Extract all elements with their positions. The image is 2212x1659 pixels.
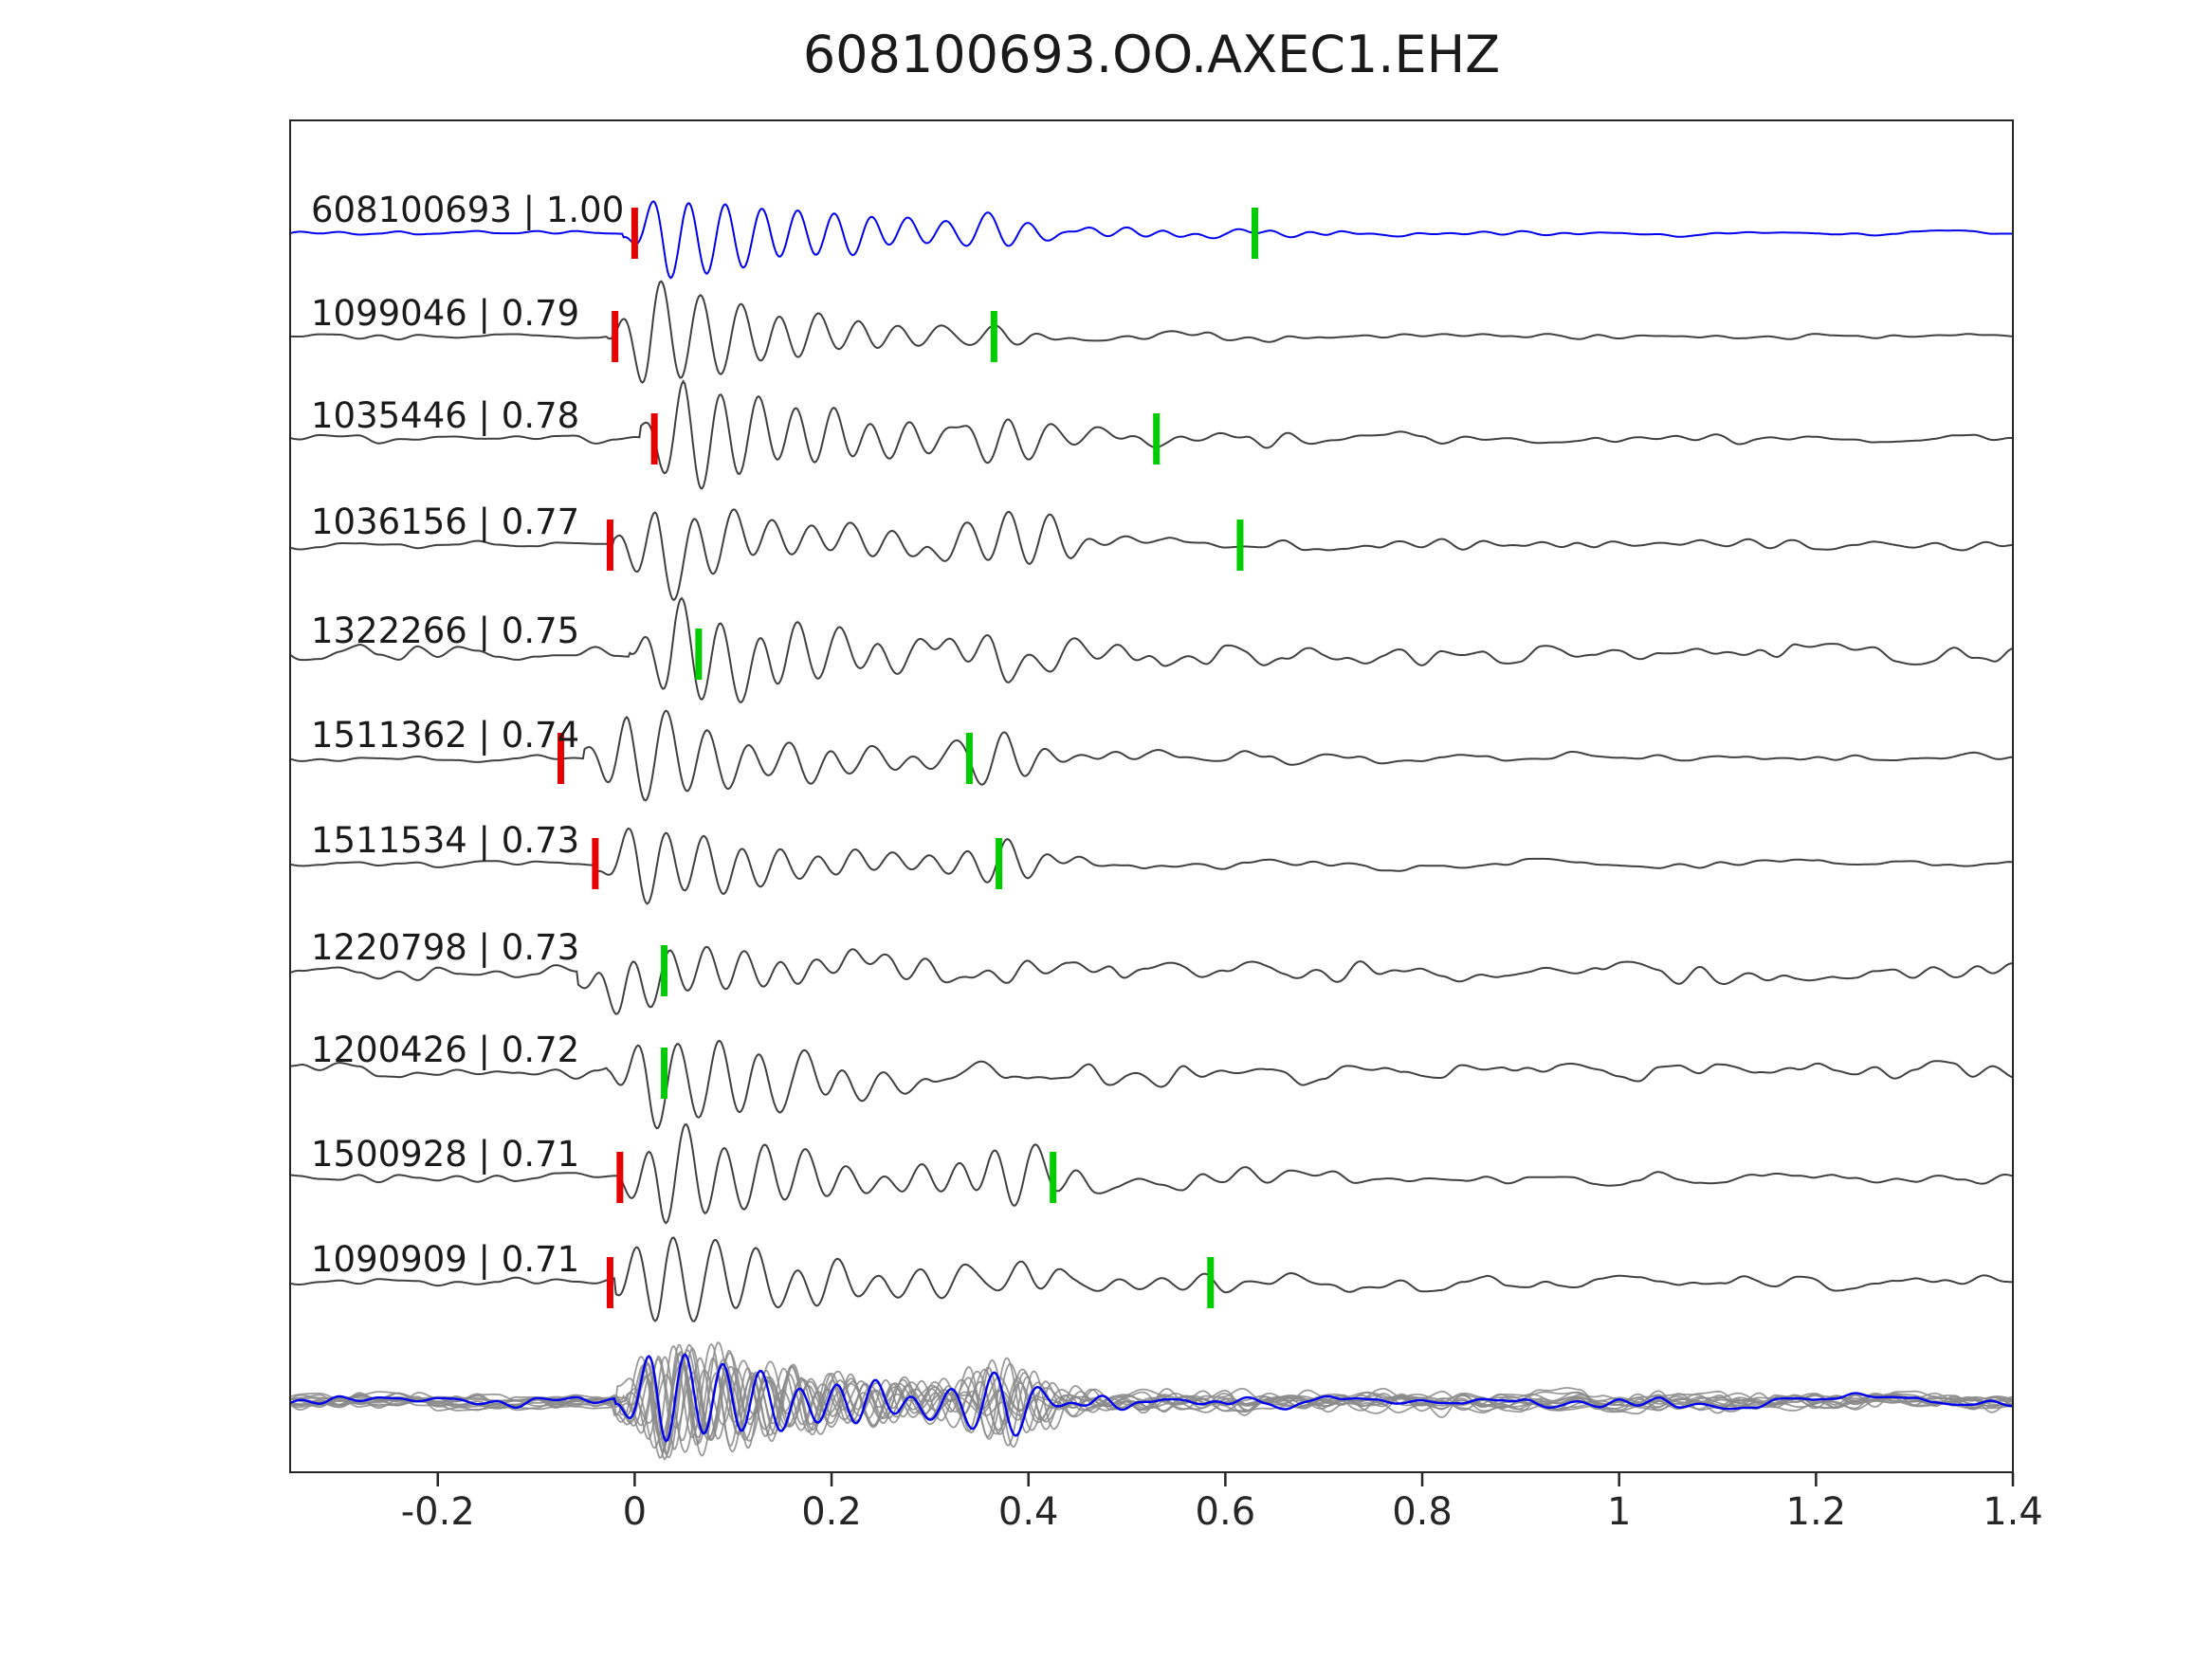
x-tick-label: 0.8 [1392, 1490, 1453, 1534]
trace-label: 1322266 | 0.75 [311, 611, 579, 651]
x-tick-label: 1.2 [1786, 1490, 1847, 1534]
x-tick-label: 0.2 [801, 1490, 862, 1534]
red-pick-marker [612, 311, 619, 362]
x-tick-label: 0.4 [998, 1490, 1059, 1534]
detection-trace [290, 945, 2013, 1015]
trace-label: 1099046 | 0.79 [311, 293, 579, 334]
green-pick-marker [661, 945, 668, 996]
trace-label: 1511534 | 0.73 [311, 820, 579, 861]
green-pick-marker [965, 733, 973, 784]
x-tick-label: 1 [1607, 1490, 1631, 1534]
trace-area: 608100693 | 1.00 1099046 | 0.79 1035446 | … [290, 190, 2013, 1461]
trace-label: 608100693 | 1.00 [311, 190, 624, 230]
template-trace [290, 200, 2013, 280]
x-tick-label: -0.2 [401, 1490, 475, 1534]
red-pick-marker [650, 413, 658, 465]
red-pick-marker [616, 1152, 624, 1203]
red-pick-marker [606, 1257, 613, 1308]
red-pick-marker [592, 838, 599, 889]
detection-trace [290, 508, 2013, 602]
trace-label: 1036156 | 0.77 [311, 501, 579, 542]
trace-label: 1200426 | 0.72 [311, 1030, 579, 1070]
detection-trace [290, 280, 2013, 384]
green-pick-marker [695, 629, 703, 680]
plot-border [289, 119, 2014, 1473]
x-tick-label: 1.4 [1983, 1490, 2043, 1534]
green-pick-marker [1207, 1257, 1215, 1308]
green-pick-marker [990, 311, 997, 362]
detection-trace [290, 709, 2013, 802]
trace-label: 1035446 | 0.78 [311, 395, 579, 436]
red-pick-marker [606, 520, 613, 571]
trace-label: 1090909 | 0.71 [311, 1239, 579, 1280]
stack-blue-trace [290, 1353, 2013, 1443]
red-pick-marker [631, 208, 638, 259]
trace-label: 1511362 | 0.74 [311, 715, 579, 756]
trace-label: 1500928 | 0.71 [311, 1134, 579, 1175]
stack-gray-trace [290, 1353, 2013, 1459]
green-pick-marker [661, 1048, 668, 1099]
red-pick-marker [558, 733, 565, 784]
detection-trace [290, 1039, 2013, 1130]
stack-gray-trace [290, 1361, 2013, 1461]
detection-trace [290, 596, 2013, 704]
green-pick-marker [1252, 208, 1259, 259]
x-tick-label: 0 [623, 1490, 647, 1534]
green-pick-marker [996, 838, 1003, 889]
detection-trace [290, 1236, 2013, 1322]
detection-trace [290, 379, 2013, 490]
trace-label: 1220798 | 0.73 [311, 927, 579, 968]
green-pick-marker [1153, 413, 1161, 465]
green-pick-marker [1236, 520, 1244, 571]
green-pick-marker [1050, 1152, 1057, 1203]
stack-gray-trace [290, 1341, 2013, 1454]
detection-trace [290, 827, 2013, 905]
chart-title: 608100693.OO.AXEC1.EHZ [802, 25, 1501, 84]
x-tick-label: 0.6 [1196, 1490, 1256, 1534]
detection-trace [290, 1122, 2013, 1225]
stack-gray-trace [290, 1356, 2013, 1441]
